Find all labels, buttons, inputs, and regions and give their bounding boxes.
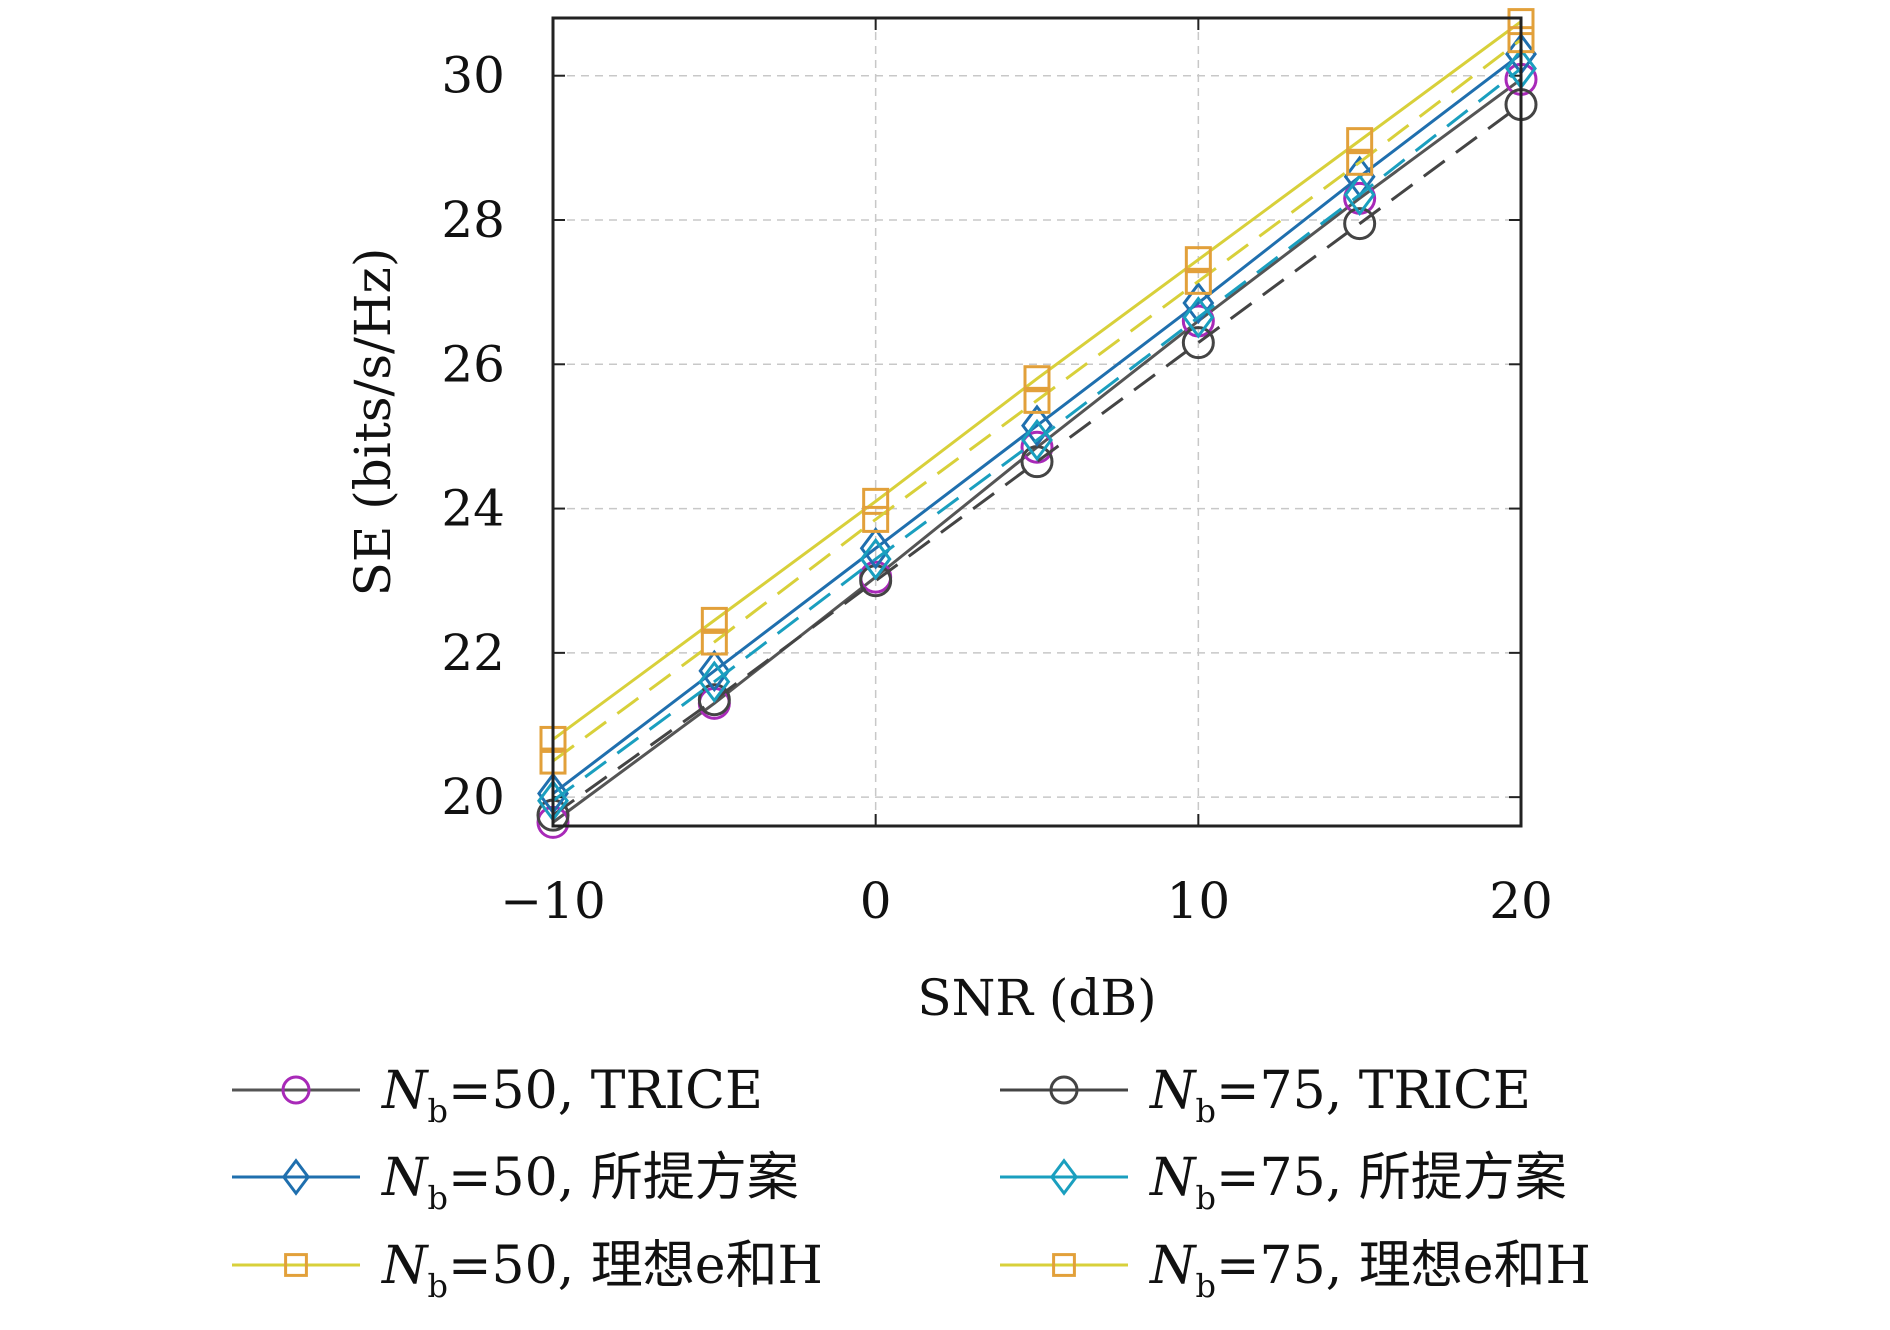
data-point-diamond	[1182, 281, 1215, 325]
data-point-square	[1346, 148, 1374, 176]
data-point-diamond	[1343, 173, 1376, 216]
x-axis-label: SNR (dB)	[917, 969, 1156, 1027]
tick-labels: −10 0 10 20 20 22 24 26 28 30	[441, 47, 1552, 930]
data-point-diamond	[1021, 404, 1053, 447]
y-tick-label: 30	[441, 47, 505, 105]
series-line	[552, 20, 1522, 741]
data-point-diamond	[859, 537, 892, 581]
data-point-square	[1346, 127, 1374, 155]
data-point-square	[1052, 1253, 1076, 1277]
legend-item-4: Nb=50, 理想e和H	[232, 1236, 823, 1305]
data-point-diamond	[1182, 296, 1215, 339]
data-point-circle	[1181, 326, 1215, 360]
y-axis-label: SE (bits/s/Hz)	[344, 248, 402, 597]
legend-label: Nb=50, TRICE	[380, 1061, 763, 1130]
data-point-circle	[697, 683, 731, 717]
legend-item-5: Nb=75, 理想e和H	[1000, 1236, 1591, 1305]
data-point-circle	[1049, 1075, 1079, 1105]
legend-label: Nb=75, TRICE	[1148, 1061, 1531, 1130]
series-line	[552, 103, 1522, 817]
series-layer	[536, 8, 1538, 839]
data-point-square	[700, 606, 728, 634]
y-tick-label: 20	[441, 768, 505, 826]
legend-item-1: Nb=75, TRICE	[1000, 1061, 1531, 1130]
data-point-square	[1023, 365, 1051, 393]
x-tick-label: −10	[500, 872, 606, 930]
data-point-diamond	[859, 527, 892, 570]
plot-frame	[551, 16, 1523, 828]
y-tick-label: 26	[441, 335, 505, 393]
data-point-diamond	[1021, 418, 1053, 462]
x-tick-label: 0	[860, 872, 892, 930]
legend-item-0: Nb=50, TRICE	[232, 1061, 763, 1130]
data-point-diamond	[1049, 1158, 1079, 1196]
legend-item-2: Nb=50, 所提方案	[232, 1148, 799, 1217]
data-point-square	[1184, 267, 1212, 295]
data-point-square	[862, 505, 890, 533]
y-tick-label: 24	[441, 480, 505, 538]
data-point-circle	[1343, 207, 1377, 241]
data-point-square	[1184, 246, 1212, 274]
data-point-circle	[281, 1075, 311, 1105]
legend: Nb=50, TRICE Nb=75, TRICE Nb=50, 所提方案 Nb=75…	[232, 1061, 1591, 1305]
data-point-circle	[1020, 430, 1054, 464]
series-line	[552, 38, 1522, 763]
legend-label: Nb=50, 所提方案	[380, 1148, 799, 1217]
data-point-diamond	[281, 1158, 311, 1196]
series-line	[552, 67, 1522, 802]
legend-item-3: Nb=75, 所提方案	[1000, 1148, 1567, 1217]
y-tick-label: 22	[441, 624, 505, 682]
y-tick-label: 28	[441, 191, 505, 249]
x-tick-label: 10	[1167, 872, 1231, 930]
data-point-square	[862, 487, 890, 515]
x-tick-label: 20	[1489, 872, 1553, 930]
legend-label: Nb=50, 理想e和H	[380, 1236, 823, 1305]
data-point-square	[700, 628, 728, 656]
data-point-square	[284, 1253, 308, 1277]
series-4	[539, 8, 1535, 753]
legend-label: Nb=75, 理想e和H	[1148, 1236, 1591, 1305]
data-point-diamond	[698, 649, 731, 693]
legend-label: Nb=75, 所提方案	[1148, 1148, 1567, 1217]
data-point-square	[1023, 386, 1051, 414]
data-point-diamond	[698, 660, 731, 703]
